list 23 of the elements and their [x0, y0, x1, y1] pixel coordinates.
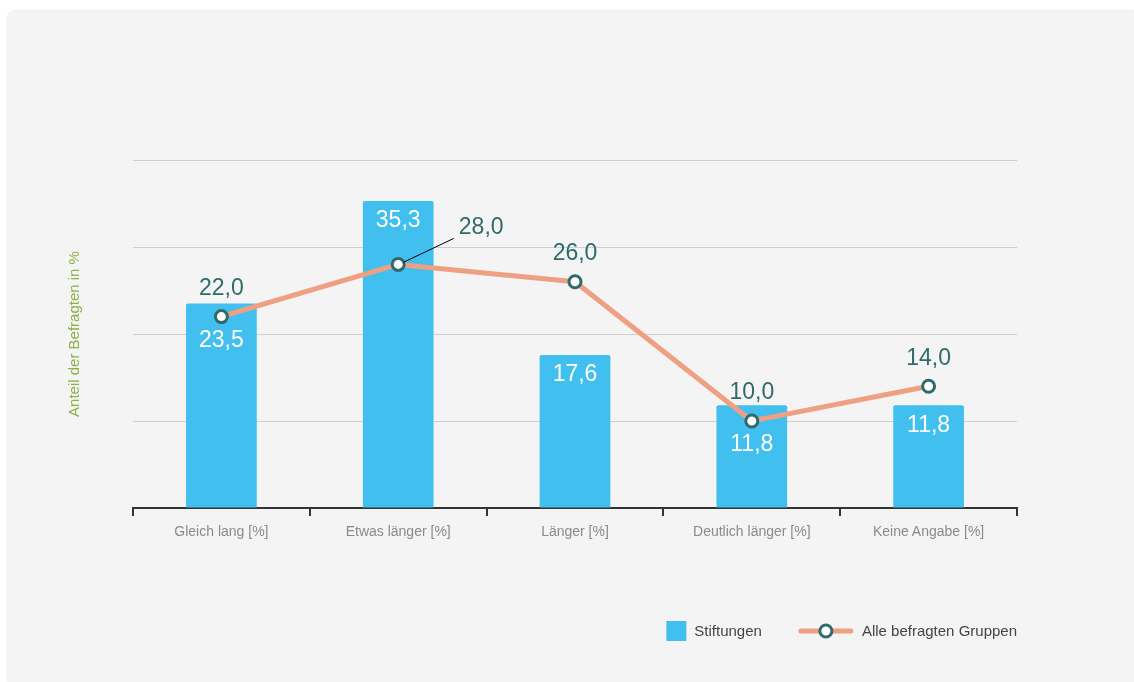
x-tick-label: Deutlich länger [%]	[693, 523, 811, 540]
bar	[893, 405, 964, 508]
data-label: 23,5	[199, 325, 244, 352]
y-axis-title: Anteil der Befragten in %	[65, 251, 83, 417]
legend-label: Alle befragten Gruppen	[861, 622, 1017, 640]
data-label: 35,3	[375, 206, 421, 233]
data-label: 28,0	[458, 212, 504, 239]
data-label: 17,6	[552, 360, 598, 387]
data-label: 26,0	[552, 239, 598, 266]
data-label: 22,0	[199, 273, 244, 300]
bar	[362, 200, 434, 508]
bar	[186, 303, 257, 508]
x-tick-label: Etwas länger [%]	[345, 523, 451, 540]
data-label: 10,0	[729, 378, 775, 405]
data-label: 11,8	[907, 410, 951, 437]
data-label: 11,8	[730, 430, 774, 457]
data-label: 14,0	[906, 343, 951, 370]
legend-label: Stiftungen	[694, 622, 762, 640]
x-tick-label: Keine Angabe [%]	[872, 523, 985, 540]
bar	[539, 354, 611, 508]
bar	[716, 405, 788, 508]
x-tick-label: Länger [%]	[541, 523, 609, 540]
x-tick-label: Gleich lang [%]	[174, 523, 269, 540]
